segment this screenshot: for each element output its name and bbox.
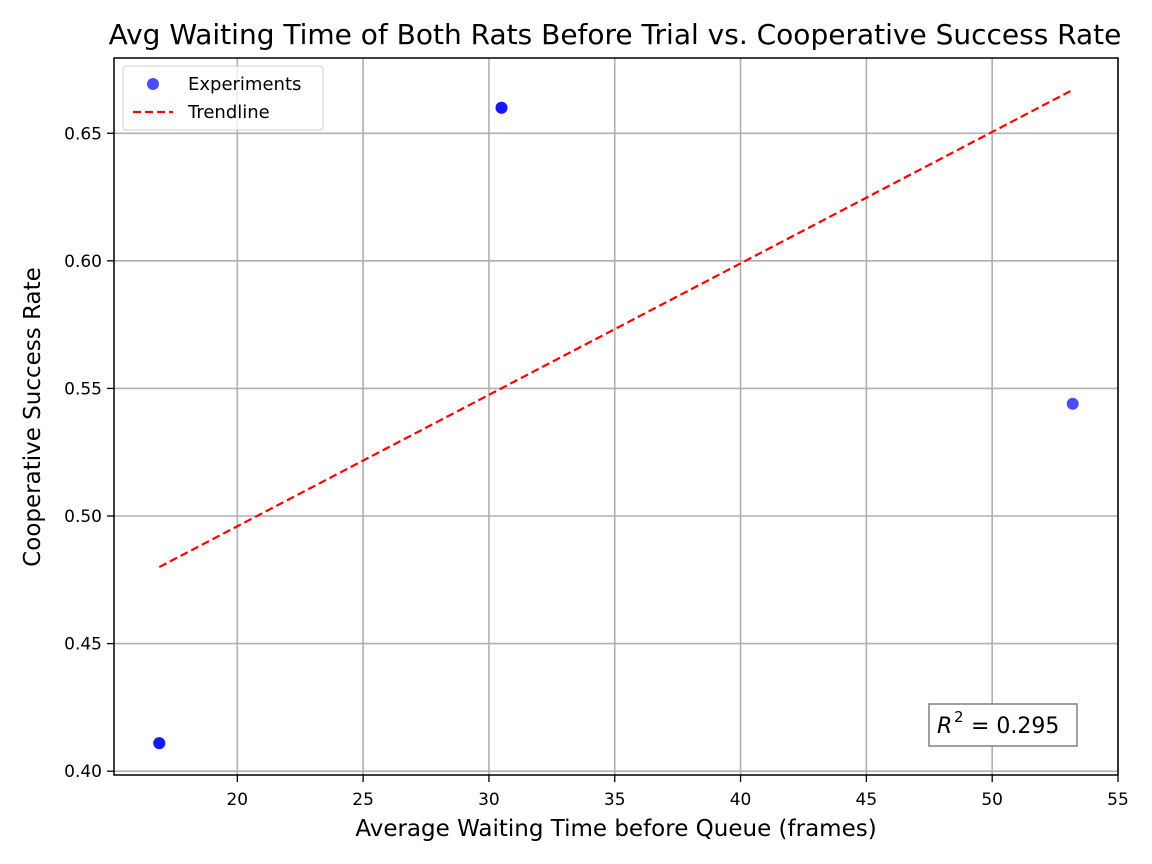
y-tick-label: 0.55 <box>64 379 102 399</box>
x-tick-label: 25 <box>352 790 374 810</box>
legend: Experiments Trendline <box>122 65 324 131</box>
data-point <box>153 737 166 750</box>
r2-value: = 0.295 <box>964 714 1059 739</box>
x-tick-label: 40 <box>730 790 752 810</box>
data-point <box>1066 397 1079 410</box>
r2-superscript: 2 <box>954 708 964 726</box>
r2-annotation: R 2 = 0.295 <box>928 703 1078 747</box>
x-axis-label: Average Waiting Time before Queue (frame… <box>355 816 876 842</box>
r2-annotation-box <box>928 703 1078 747</box>
legend-label-experiments: Experiments <box>188 74 301 95</box>
x-tick-label: 35 <box>604 790 626 810</box>
y-axis-label: Cooperative Success Rate <box>20 267 46 567</box>
ticks: 20 25 30 35 40 45 50 55 0.40 0.45 0.50 0.55 0.60 0.65 <box>64 124 1129 810</box>
y-tick-label: 0.50 <box>64 507 102 527</box>
data-point <box>495 101 508 114</box>
plot-frame <box>113 57 1119 776</box>
x-tick-label: 45 <box>856 790 878 810</box>
trendline <box>158 88 1074 569</box>
chart-title: Avg Waiting Time of Both Rats Before Tri… <box>109 18 1122 51</box>
x-tick-label: 55 <box>1107 790 1129 810</box>
r2-symbol: R <box>937 714 952 739</box>
y-tick-label: 0.40 <box>64 762 102 782</box>
x-tick-label: 50 <box>981 790 1003 810</box>
legend-marker-experiments <box>147 78 159 90</box>
y-tick-label: 0.45 <box>64 635 102 655</box>
y-tick-label: 0.60 <box>64 252 102 272</box>
series <box>153 88 1079 750</box>
legend-frame <box>122 65 324 131</box>
legend-label-trendline: Trendline <box>187 102 270 123</box>
y-tick-label: 0.65 <box>64 124 102 144</box>
x-tick-label: 20 <box>226 790 248 810</box>
x-tick-label: 30 <box>478 790 500 810</box>
